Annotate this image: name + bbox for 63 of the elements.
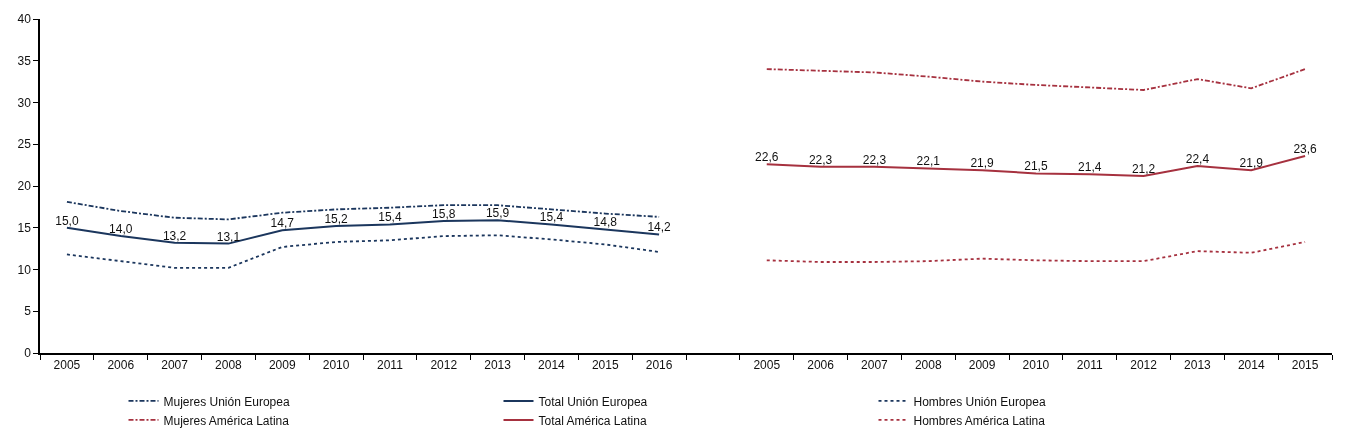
x-tick-label: 2009 — [968, 358, 996, 373]
x-tick-label: 2015 — [1291, 358, 1319, 373]
data-label: 21,5 — [1024, 159, 1048, 174]
x-tick-label: 2014 — [1237, 358, 1265, 373]
y-tick-label: 25 — [17, 137, 32, 152]
x-tick-label: 2010 — [322, 358, 350, 373]
x-tick-label: 2007 — [161, 358, 189, 373]
x-tick-label: 2013 — [1184, 358, 1212, 373]
y-tick-label: 0 — [24, 346, 32, 361]
data-label: 14,7 — [270, 216, 295, 231]
y-tick-label: 20 — [17, 179, 32, 194]
x-tick-label: 2008 — [215, 358, 243, 373]
legend-label: Mujeres Unión Europea — [163, 394, 290, 409]
x-tick-label: 2005 — [53, 358, 81, 373]
data-label: 15,9 — [485, 206, 510, 221]
data-label: 22,3 — [862, 152, 887, 167]
line-series — [765, 241, 1306, 263]
y-tick-label: 35 — [17, 53, 32, 68]
x-tick-label: 2015 — [591, 358, 619, 373]
legend-label: Mujeres América Latina — [163, 413, 290, 428]
data-label: 15,4 — [378, 210, 402, 225]
data-label: 22,6 — [755, 150, 779, 165]
data-label: 21,2 — [1131, 161, 1156, 176]
x-tick-label: 2013 — [484, 358, 512, 373]
data-label: 21,9 — [1239, 156, 1264, 171]
x-tick-label: 2014 — [538, 358, 566, 373]
data-label: 15,4 — [539, 210, 564, 225]
y-tick-label: 15 — [17, 220, 32, 235]
data-label: 14,2 — [647, 220, 672, 235]
x-tick-label: 2006 — [807, 358, 835, 373]
x-tick-label: 2012 — [430, 358, 458, 373]
x-tick-label: 2007 — [861, 358, 889, 373]
legend-label: Hombres América Latina — [913, 413, 1046, 428]
x-tick-label: 2012 — [1130, 358, 1158, 373]
x-tick-label: 2005 — [753, 358, 781, 373]
data-label: 14,0 — [109, 222, 133, 237]
data-label: 22,3 — [808, 152, 833, 167]
x-tick-label: 2011 — [377, 358, 404, 373]
x-tick-label: 2009 — [268, 358, 296, 373]
legend-label: Hombres Unión Europea — [913, 394, 1046, 409]
y-tick-label: 40 — [17, 12, 32, 27]
line-series — [765, 68, 1306, 91]
x-tick-label: 2011 — [1076, 358, 1103, 373]
data-label: 13,2 — [162, 228, 187, 243]
data-label: 14,8 — [593, 215, 618, 230]
data-label: 21,4 — [1078, 160, 1102, 175]
legend-label: Total Unión Europea — [538, 394, 648, 409]
data-label: 21,9 — [970, 156, 995, 171]
x-tick-label: 2006 — [107, 358, 135, 373]
data-label: 22,1 — [916, 154, 941, 169]
legend-label: Total América Latina — [538, 413, 647, 428]
data-label: 15,0 — [55, 213, 79, 228]
data-label: 13,1 — [216, 229, 241, 244]
x-tick-label: 2010 — [1022, 358, 1050, 373]
y-tick-label: 5 — [24, 304, 32, 319]
y-tick-label: 10 — [17, 262, 32, 277]
data-label: 15,8 — [432, 207, 456, 222]
data-label: 15,2 — [324, 212, 349, 227]
x-tick-label: 2016 — [645, 358, 673, 373]
x-tick-label: 2008 — [914, 358, 942, 373]
data-label: 23,6 — [1293, 141, 1318, 156]
data-label: 22,4 — [1185, 151, 1210, 166]
y-tick-label: 30 — [17, 95, 32, 110]
